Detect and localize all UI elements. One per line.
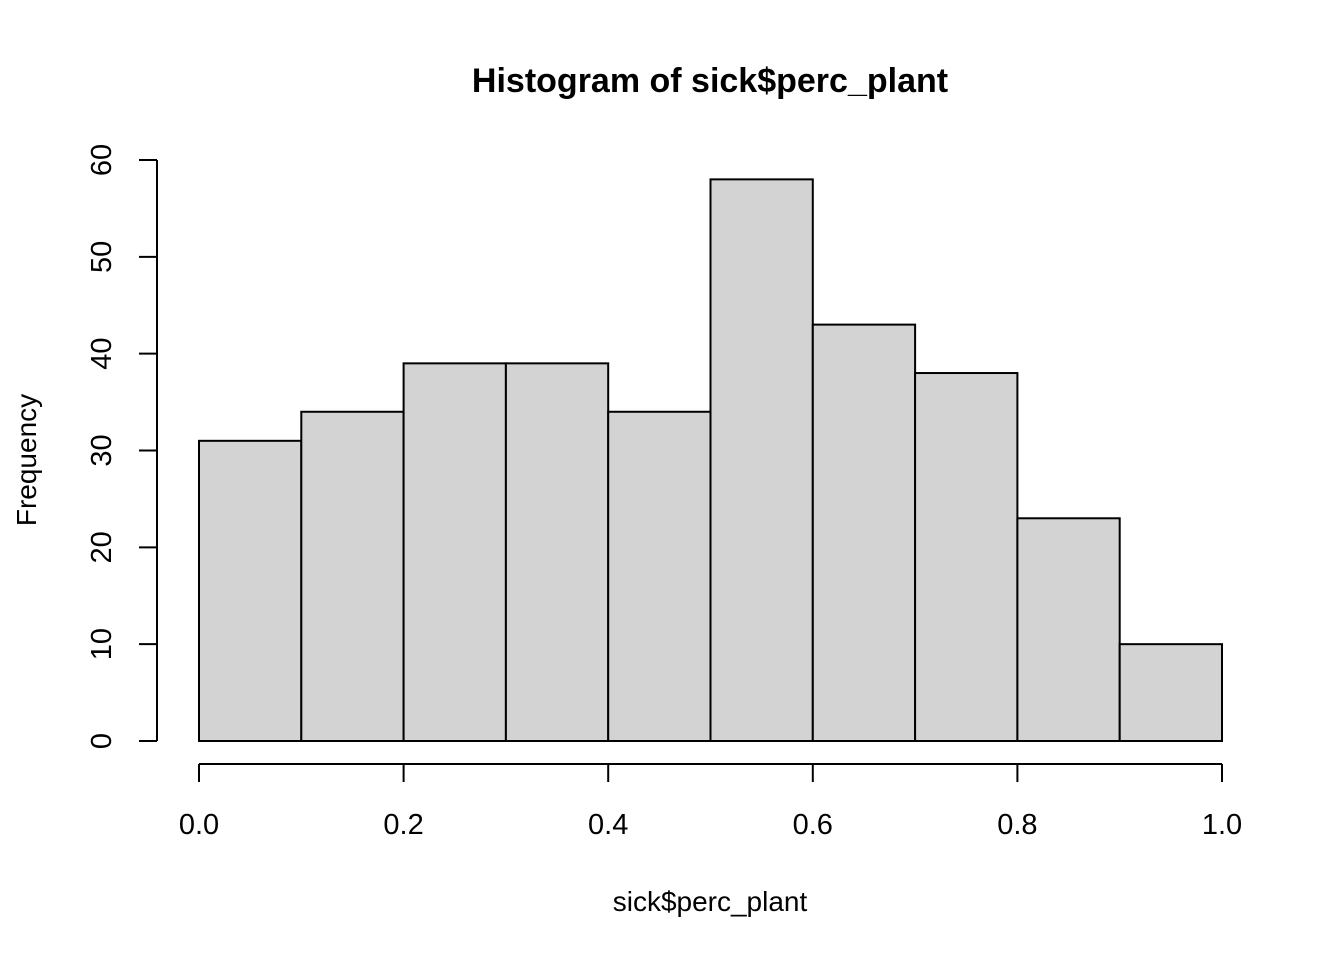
histogram-bar-0 — [198, 439, 303, 742]
x-axis-title: sick$perc_plant — [613, 886, 808, 917]
histogram-bar-3 — [504, 362, 610, 742]
histogram-bar-9 — [1118, 643, 1223, 743]
x-tick-label: 0.2 — [383, 809, 423, 841]
x-tick-label: 0.8 — [997, 809, 1037, 841]
y-tick-label: 60 — [86, 144, 118, 176]
y-tick-label: 20 — [86, 531, 118, 563]
x-axis: 0.0 0.2 0.4 0.6 0.8 1.0 — [179, 763, 1242, 841]
y-tick-label: 40 — [86, 338, 118, 370]
x-tick-label: 0.0 — [179, 809, 219, 841]
y-tick-label: 50 — [86, 241, 118, 273]
chart-title: Histogram of sick$perc_plant — [472, 62, 948, 100]
y-tick-label: 30 — [86, 434, 118, 466]
x-tick-label: 0.6 — [793, 809, 833, 841]
histogram-bar-5 — [709, 178, 814, 743]
histogram-bar-1 — [300, 410, 405, 742]
y-axis-title: Frequency — [11, 394, 42, 526]
y-tick-label: 10 — [86, 628, 118, 660]
x-tick-label: 0.4 — [588, 809, 628, 841]
y-axis: 0 10 20 30 40 50 60 — [86, 144, 158, 749]
x-tick-label: 1.0 — [1202, 809, 1242, 841]
histogram-bar-4 — [607, 410, 712, 742]
bars-group — [198, 178, 1223, 743]
histogram-bar-7 — [914, 372, 1019, 742]
histogram-bar-6 — [811, 323, 917, 742]
histogram-bar-8 — [1016, 517, 1121, 742]
histogram-bar-2 — [402, 362, 507, 742]
y-tick-label: 0 — [86, 733, 118, 749]
